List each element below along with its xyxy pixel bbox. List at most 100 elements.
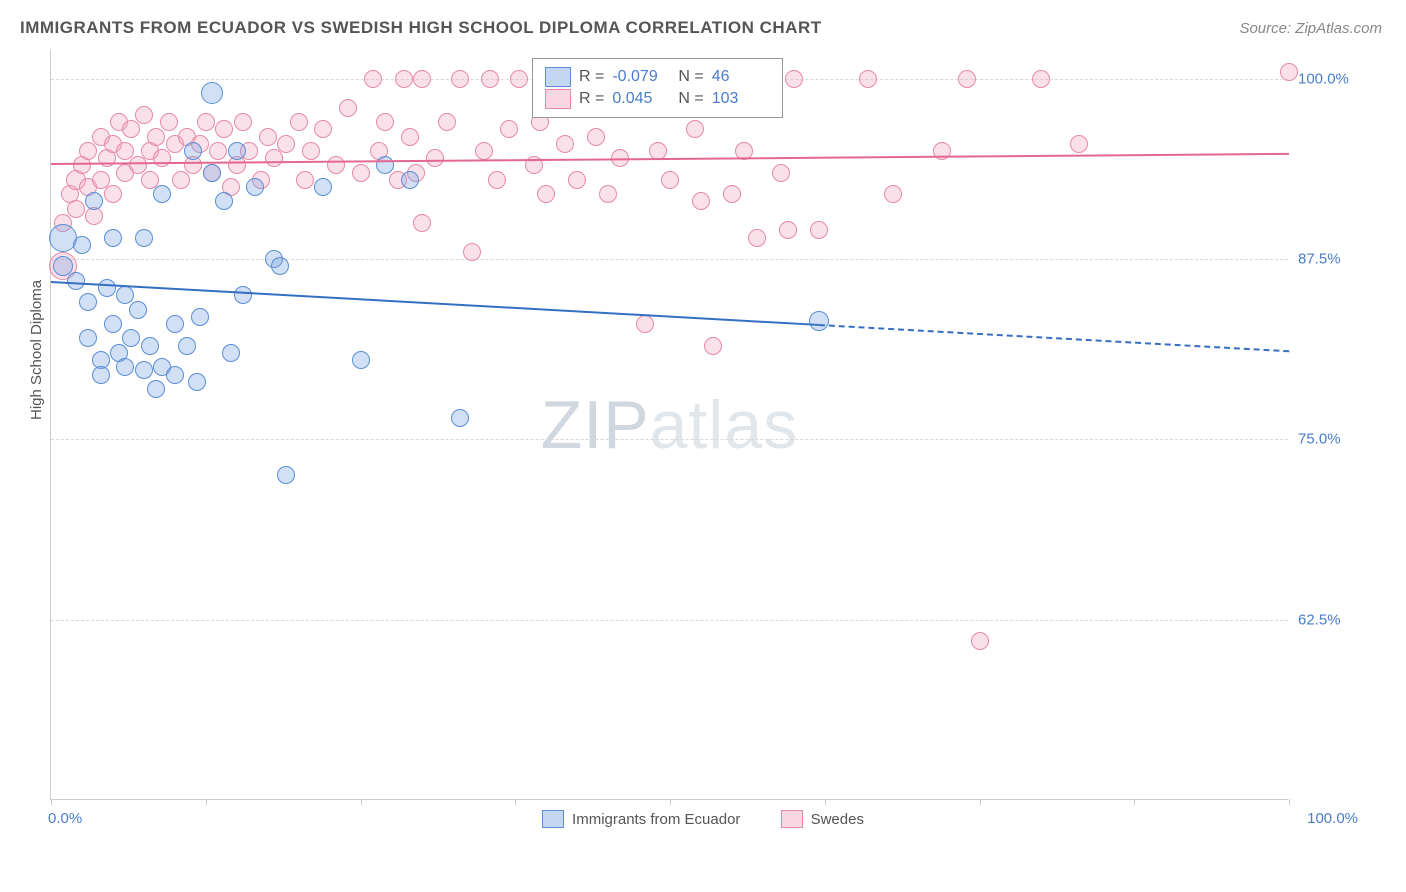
scatter-point-blue: [234, 286, 252, 304]
legend-item: Swedes: [781, 810, 864, 828]
scatter-point-blue: [147, 380, 165, 398]
scatter-point-blue: [277, 466, 295, 484]
scatter-point-pink: [587, 128, 605, 146]
scatter-point-pink: [104, 185, 122, 203]
scatter-point-pink: [463, 243, 481, 261]
watermark-zip: ZIP: [541, 387, 650, 463]
scatter-point-pink: [500, 120, 518, 138]
scatter-point-blue: [271, 257, 289, 275]
scatter-point-blue: [222, 344, 240, 362]
legend-swatch-blue: [545, 67, 571, 87]
scatter-point-pink: [1280, 63, 1298, 81]
scatter-point-blue: [178, 337, 196, 355]
scatter-point-pink: [376, 113, 394, 131]
trendline-blue-dashed: [818, 324, 1289, 352]
scatter-point-pink: [135, 106, 153, 124]
scatter-point-pink: [426, 149, 444, 167]
x-tick: [51, 799, 52, 805]
scatter-point-pink: [153, 149, 171, 167]
scatter-point-blue: [104, 229, 122, 247]
scatter-point-blue: [201, 82, 223, 104]
scatter-point-blue: [104, 315, 122, 333]
scatter-plot: ZIPatlas 62.5%75.0%87.5%100.0%: [50, 50, 1288, 800]
scatter-point-pink: [265, 149, 283, 167]
scatter-point-pink: [147, 128, 165, 146]
scatter-point-pink: [636, 315, 654, 333]
scatter-point-blue: [809, 311, 829, 331]
scatter-point-pink: [290, 113, 308, 131]
scatter-point-pink: [79, 142, 97, 160]
scatter-point-pink: [197, 113, 215, 131]
scatter-point-pink: [599, 185, 617, 203]
scatter-point-blue: [98, 279, 116, 297]
scatter-point-pink: [971, 632, 989, 650]
scatter-point-pink: [296, 171, 314, 189]
scatter-point-pink: [772, 164, 790, 182]
legend-item: Immigrants from Ecuador: [542, 810, 740, 828]
scatter-point-pink: [958, 70, 976, 88]
scatter-point-pink: [692, 192, 710, 210]
scatter-point-blue: [92, 366, 110, 384]
scatter-point-blue: [73, 236, 91, 254]
scatter-point-pink: [779, 221, 797, 239]
scatter-point-pink: [209, 142, 227, 160]
scatter-point-pink: [704, 337, 722, 355]
scatter-point-pink: [413, 70, 431, 88]
scatter-point-pink: [661, 171, 679, 189]
scatter-point-pink: [339, 99, 357, 117]
scatter-point-pink: [314, 120, 332, 138]
x-tick: [1289, 799, 1290, 805]
chart-title: IMMIGRANTS FROM ECUADOR VS SWEDISH HIGH …: [20, 18, 822, 38]
n-label: N =: [678, 68, 703, 86]
scatter-point-pink: [723, 185, 741, 203]
scatter-point-blue: [166, 315, 184, 333]
scatter-point-pink: [234, 113, 252, 131]
scatter-point-blue: [203, 164, 221, 182]
scatter-point-pink: [327, 156, 345, 174]
scatter-point-pink: [1032, 70, 1050, 88]
scatter-point-pink: [277, 135, 295, 153]
y-tick-label: 75.0%: [1298, 431, 1368, 448]
scatter-point-blue: [79, 329, 97, 347]
r-value: -0.079: [612, 68, 670, 86]
scatter-point-pink: [401, 128, 419, 146]
scatter-point-pink: [122, 120, 140, 138]
scatter-point-pink: [481, 70, 499, 88]
n-value: 103: [712, 90, 770, 108]
scatter-point-pink: [160, 113, 178, 131]
scatter-point-blue: [79, 293, 97, 311]
y-axis-title: High School Diploma: [28, 280, 45, 420]
scatter-point-pink: [510, 70, 528, 88]
scatter-point-pink: [859, 70, 877, 88]
x-tick: [361, 799, 362, 805]
scatter-point-blue: [352, 351, 370, 369]
legend-label: Immigrants from Ecuador: [572, 811, 740, 828]
legend-swatch-blue: [542, 810, 564, 828]
scatter-point-pink: [352, 164, 370, 182]
scatter-point-blue: [153, 185, 171, 203]
scatter-point-blue: [122, 329, 140, 347]
scatter-point-pink: [395, 70, 413, 88]
scatter-point-blue: [129, 301, 147, 319]
y-tick-label: 87.5%: [1298, 251, 1368, 268]
scatter-point-pink: [259, 128, 277, 146]
scatter-point-blue: [376, 156, 394, 174]
scatter-point-pink: [364, 70, 382, 88]
scatter-point-pink: [215, 120, 233, 138]
scatter-point-blue: [166, 366, 184, 384]
x-tick: [980, 799, 981, 805]
scatter-point-blue: [188, 373, 206, 391]
scatter-point-blue: [135, 361, 153, 379]
scatter-point-blue: [451, 409, 469, 427]
scatter-point-pink: [438, 113, 456, 131]
scatter-point-blue: [246, 178, 264, 196]
scatter-point-blue: [141, 337, 159, 355]
scatter-point-blue: [85, 192, 103, 210]
bottom-legend: Immigrants from Ecuador Swedes: [0, 810, 1406, 832]
scatter-point-pink: [748, 229, 766, 247]
legend-swatch-pink: [781, 810, 803, 828]
y-tick-label: 62.5%: [1298, 611, 1368, 628]
scatter-point-blue: [116, 358, 134, 376]
scatter-point-pink: [568, 171, 586, 189]
scatter-point-pink: [556, 135, 574, 153]
